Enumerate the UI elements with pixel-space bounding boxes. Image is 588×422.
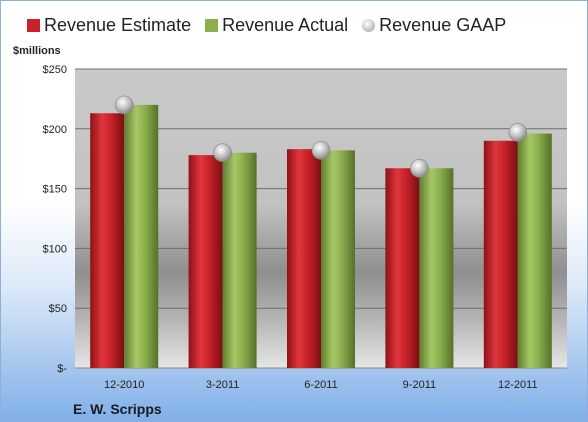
legend-label-estimate: Revenue Estimate: [44, 15, 192, 35]
x-tick-label: 6-2011: [304, 379, 337, 391]
y-tick-label: $200: [43, 124, 67, 136]
y-tick-label: $50: [49, 303, 67, 315]
y-tick-label: $150: [43, 184, 67, 196]
marker-revenue-gaap: [213, 143, 232, 163]
bar-revenue-estimate: [483, 140, 518, 368]
legend: Revenue Estimate Revenue Actual Revenue …: [27, 15, 520, 36]
legend-label-gaap: Revenue GAAP: [379, 15, 507, 35]
y-tick-label: $100: [43, 243, 67, 255]
gaap-markers: [114, 95, 528, 178]
bar-revenue-actual: [517, 133, 552, 368]
y-axis-unit-label: $millions: [13, 45, 61, 57]
marker-revenue-gaap: [311, 141, 331, 160]
marker-revenue-gaap: [114, 95, 134, 115]
x-tick-label: 9-2011: [403, 379, 436, 391]
x-axis-ticks: 12-2010 3-2011 6-2011 9-2011 12-2011: [104, 379, 538, 391]
marker-revenue-gaap: [508, 123, 528, 142]
y-axis-ticks: $- $50 $100 $150 $200 $250: [43, 64, 68, 375]
x-tick-label: 12-2011: [498, 379, 538, 391]
company-name: E. W. Scripps: [73, 401, 162, 417]
y-tick-label: $250: [43, 64, 67, 76]
legend-swatch-estimate: [27, 19, 40, 32]
legend-label-actual: Revenue Actual: [222, 15, 349, 35]
bars: [90, 104, 552, 368]
bar-revenue-actual: [419, 168, 454, 368]
bar-revenue-estimate: [385, 168, 420, 368]
bar-revenue-actual: [124, 104, 159, 368]
bar-revenue-estimate: [287, 149, 321, 368]
x-tick-label: 12-2010: [104, 379, 144, 391]
legend-swatch-actual: [205, 19, 219, 32]
bar-revenue-actual: [321, 150, 355, 368]
marker-revenue-gaap: [410, 158, 429, 178]
legend-item-gaap: Revenue GAAP: [362, 15, 506, 36]
legend-item-actual: Revenue Actual: [205, 15, 348, 36]
x-tick-label: 3-2011: [206, 379, 239, 391]
bar-revenue-actual: [222, 152, 257, 368]
legend-marker-gaap: [362, 19, 376, 32]
y-tick-label: $-: [57, 363, 67, 375]
legend-item-estimate: Revenue Estimate: [27, 15, 191, 36]
bar-revenue-estimate: [90, 113, 125, 368]
bar-revenue-estimate: [188, 155, 223, 368]
